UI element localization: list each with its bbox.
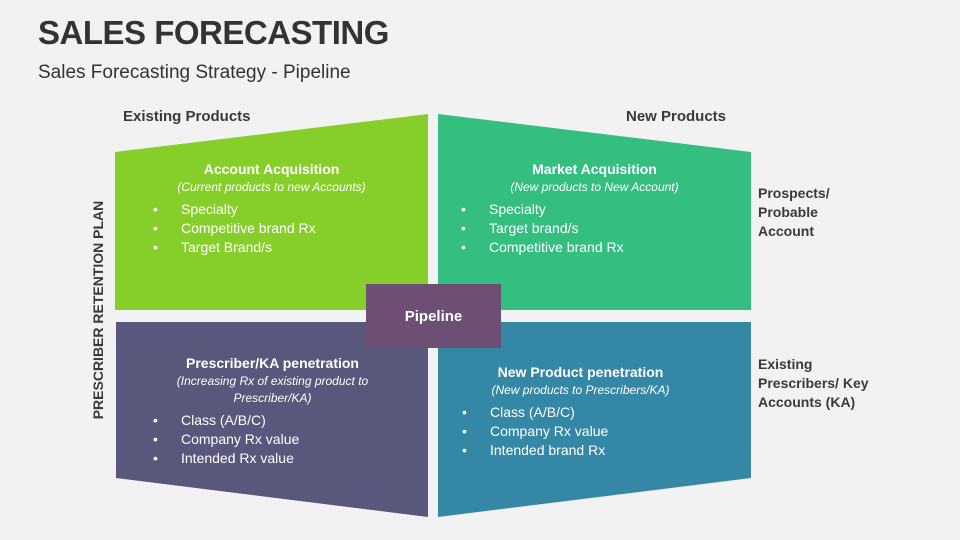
list-item: Competitive brand Rx [145, 219, 428, 238]
side-label-existing-prescribers: Existing Prescribers/ Key Accounts (KA) [758, 356, 869, 410]
quadrant-market-acquisition: Market Acquisition (New products to New … [438, 161, 751, 257]
column-header-new: New Products [626, 108, 727, 125]
quadrant-prescriber-penetration: Prescriber/KA penetration (Increasing Rx… [153, 355, 385, 468]
list-item: Target Brand/s [145, 238, 428, 257]
list-item: Company Rx value [145, 430, 385, 449]
list-item: Intended Rx value [145, 449, 385, 468]
quadrant-subtitle: (Increasing Rx of existing product to Pr… [176, 374, 369, 405]
quadrant-title: Account Acquisition [203, 161, 340, 177]
quadrant-subtitle: (New products to New Account) [510, 180, 679, 194]
list-item: Company Rx value [454, 422, 723, 441]
quadrant-account-acquisition: Account Acquisition (Current products to… [115, 161, 428, 257]
pipeline-center-box: Pipeline [366, 284, 501, 348]
column-header-existing: Existing Products [123, 108, 251, 125]
list-item: Competitive brand Rx [453, 238, 751, 257]
list-item: Specialty [453, 200, 751, 219]
list-item: Intended brand Rx [454, 441, 723, 460]
quadrant-title: Prescriber/KA penetration [186, 355, 359, 371]
quadrant-title: Market Acquisition [532, 161, 657, 177]
page-title: SALES FORECASTING [38, 14, 389, 51]
quadrant-title: New Product penetration [497, 364, 664, 380]
quadrant-subtitle: (New products to Prescribers/KA) [491, 383, 670, 397]
side-label-prospects: Prospects/ Probable Account [758, 185, 830, 239]
page-subtitle: Sales Forecasting Strategy - Pipeline [38, 62, 351, 83]
list-item: Class (A/B/C) [145, 411, 385, 430]
list-item: Class (A/B/C) [454, 403, 723, 422]
quadrant-subtitle: (Current products to new Accounts) [177, 180, 366, 194]
list-item: Specialty [145, 200, 428, 219]
list-item: Target brand/s [453, 219, 751, 238]
quadrant-new-product-penetration: New Product penetration (New products to… [438, 364, 723, 460]
